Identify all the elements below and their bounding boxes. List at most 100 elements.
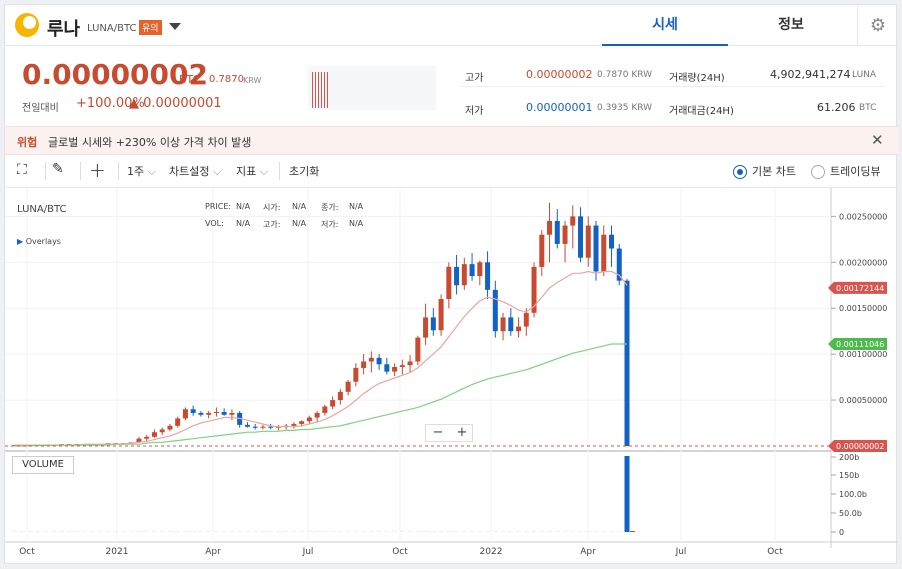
zoom-control: − + [425, 424, 473, 442]
crosshair-icon[interactable]: + [89, 158, 106, 182]
volume-bar [593, 531, 599, 532]
candle-body [213, 412, 219, 414]
volume-bar [516, 531, 522, 532]
candle-body [523, 312, 529, 327]
candle-body [516, 326, 522, 332]
x-tick-label: 2022 [480, 547, 503, 557]
volume-unit: LUNA [852, 70, 877, 80]
price-krw: 0.7870 [209, 74, 244, 85]
chart-settings-button[interactable]: 차트설정 ⌵ [169, 163, 221, 179]
y-tick-label: 0.00250000 [839, 212, 887, 221]
mini-chart [308, 66, 436, 110]
candle-body [384, 364, 390, 372]
low-label: 저가 [465, 106, 484, 117]
volume-bar [630, 531, 635, 532]
volume-bar [58, 531, 64, 532]
candle-body [399, 365, 405, 368]
candle-body [415, 337, 421, 362]
indicator-button[interactable]: 지표 ⌵ [236, 163, 268, 179]
candle-body [609, 234, 615, 249]
chart-settings-label: 차트설정 [169, 165, 210, 178]
chart-canvas[interactable]: 0.00250000 0.00200000 0.00150000 0.00100000… [5, 188, 898, 565]
volume-bar [562, 531, 568, 532]
x-tick-label: Apr [205, 547, 221, 557]
volume-bar [306, 531, 312, 532]
volume-bar [578, 531, 584, 532]
candle-body [469, 264, 475, 277]
candle-body [438, 299, 444, 331]
warning-badge: 유의 [139, 20, 162, 35]
candle-body [229, 412, 235, 415]
volume-bar [20, 531, 26, 532]
risk-alert: 위험 글로벌 시세와 +230% 이상 가격 차이 발생 ✕ [5, 126, 898, 155]
volume-bar [213, 531, 219, 532]
volume-toggle[interactable]: VOLUME [12, 456, 74, 474]
x-tick-label: Oct [392, 547, 408, 557]
chevron-down-icon[interactable] [169, 23, 181, 30]
volume-bar [113, 531, 119, 532]
close-icon[interactable]: ✕ [871, 131, 884, 149]
candle-body [159, 429, 165, 433]
candle-body [244, 424, 250, 427]
volume-bar [51, 531, 57, 532]
candle-body [330, 400, 336, 407]
volume-bar [353, 531, 359, 532]
amount-unit: BTC [859, 103, 877, 113]
chevron-down-icon: ⌵ [259, 165, 269, 178]
candle-body [492, 289, 498, 332]
candle-body [198, 412, 204, 415]
volume-bar [66, 531, 72, 532]
candle-body [446, 266, 452, 300]
tab-info[interactable]: 정보 [778, 17, 804, 33]
candle-body [624, 280, 630, 446]
gear-icon[interactable]: ⚙ [857, 5, 898, 46]
candle-body [268, 426, 274, 428]
volume-bar [260, 531, 266, 532]
app-frame: 루나 LUNA/BTC 유의 시세 정보 ⚙ 0.00000002 BTC 0.… [4, 4, 898, 565]
volume-bar [337, 531, 343, 532]
pencil-icon[interactable]: ✎ [52, 161, 64, 177]
volume-value: 4,902,941,274 [770, 68, 851, 81]
reset-button[interactable]: 초기화 [289, 165, 320, 178]
fullscreen-icon[interactable]: ⛶ [17, 162, 27, 178]
basic-chart-label[interactable]: 기본 차트 [752, 165, 796, 178]
candle-body [500, 317, 506, 332]
candle-body [260, 426, 266, 428]
tab-price[interactable]: 시세 [602, 5, 728, 46]
candle-body [291, 423, 297, 426]
chart-symbol: LUNA/BTC [17, 204, 67, 215]
candle-body [531, 266, 537, 313]
volume-tick-label: 0 [839, 528, 844, 537]
basic-chart-radio[interactable] [733, 165, 747, 179]
volume-bar [531, 531, 537, 532]
volume-bar [438, 531, 444, 532]
coin-name: 루나 [47, 19, 81, 40]
price-chart[interactable]: 0.00250000 0.00200000 0.00150000 0.00100000… [5, 188, 898, 565]
volume-tick-label: 150b [839, 471, 859, 480]
period-select[interactable]: 1주 ⌵ [127, 163, 156, 179]
volume-bar [601, 531, 607, 532]
volume-bar [198, 531, 204, 532]
toolbar-divider [45, 162, 46, 180]
volume-bar [407, 531, 413, 532]
candle-body [206, 412, 212, 415]
legend-close-value: N/A [349, 202, 364, 211]
change-label: 전일대비 [22, 103, 59, 114]
volume-bar [392, 531, 398, 532]
tradingview-label[interactable]: 트레이딩뷰 [830, 165, 881, 178]
zoom-out-button[interactable]: − [432, 425, 444, 440]
volume-bar [299, 531, 305, 532]
x-tick-label: Oct [19, 547, 35, 557]
volume-bar [547, 531, 553, 532]
zoom-in-button[interactable]: + [456, 425, 468, 440]
overlays-toggle[interactable]: ▶ Overlays [17, 237, 61, 246]
tradingview-radio[interactable] [811, 165, 825, 179]
candle-body [376, 357, 382, 365]
legend-price-label: PRICE: [205, 202, 232, 211]
volume-bar [314, 531, 320, 532]
volume-bar [454, 531, 460, 532]
volume-bar [244, 531, 250, 532]
volume-bar [500, 531, 506, 532]
x-tick-label: Oct [767, 547, 783, 557]
volume-bar [399, 531, 405, 532]
